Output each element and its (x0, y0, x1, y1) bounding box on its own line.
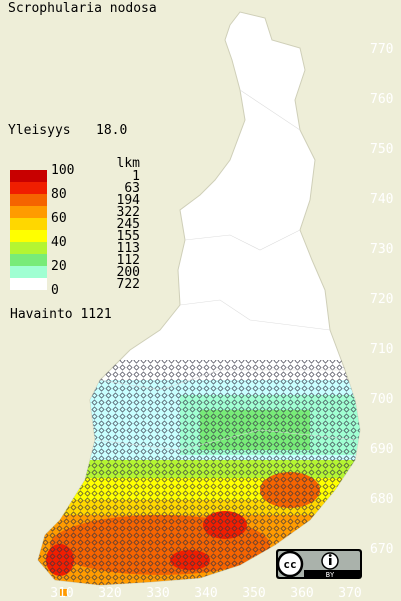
legend-count: 1 (132, 169, 140, 184)
northing-label: 740 (370, 192, 393, 207)
northing-label: 710 (370, 342, 393, 357)
title: Scrophularia nodosa (8, 1, 157, 16)
license-badge[interactable]: cc BY (276, 549, 362, 579)
frequency-value: 18.0 (96, 123, 127, 138)
northing-label: 760 (370, 92, 393, 107)
legend-swatch (10, 182, 47, 194)
legend-count: 194 (117, 193, 141, 208)
legend-scale-label: 80 (51, 187, 67, 202)
easting-label: 370 (338, 586, 361, 601)
easting-label: 340 (194, 586, 217, 601)
legend-count: 155 (117, 229, 140, 244)
legend-count: 322 (117, 205, 140, 220)
legend-swatch (10, 242, 47, 254)
legend-swatch (10, 218, 47, 230)
legend-swatch (10, 266, 47, 278)
legend-count: 63 (124, 181, 140, 196)
count-header: lkm (117, 156, 141, 171)
northing-label: 680 (370, 492, 393, 507)
northing-label: 690 (370, 442, 393, 457)
northing-label: 730 (370, 242, 393, 257)
frequency-label: Yleisyys (8, 123, 71, 138)
observations: Havainto 1121 (10, 307, 112, 322)
easting-label: 310 (50, 586, 73, 601)
legend-swatch (10, 230, 47, 242)
legend-count: 245 (117, 217, 140, 232)
legend-scale-label: 0 (51, 283, 59, 298)
northing-label: 700 (370, 392, 393, 407)
easting-label: 320 (98, 586, 121, 601)
legend-scale-label: 40 (51, 235, 67, 250)
easting-label: 360 (290, 586, 313, 601)
easting-label: 350 (242, 586, 265, 601)
legend-scale-label: 20 (51, 259, 67, 274)
legend-scale-label: 60 (51, 211, 67, 226)
legend-scale-label: 100 (51, 163, 74, 178)
legend-swatch (10, 170, 47, 182)
license-cc: cc (283, 558, 296, 571)
legend-swatch (10, 206, 47, 218)
easting-label: 330 (146, 586, 169, 601)
legend-swatch (10, 194, 47, 206)
finland-map (37, 11, 361, 586)
northing-label: 720 (370, 292, 393, 307)
legend-count: 722 (117, 277, 140, 292)
northing-label: 670 (370, 542, 393, 557)
legend-count: 200 (117, 265, 140, 280)
northing-label: 770 (370, 42, 393, 57)
legend-swatch (10, 278, 47, 290)
coordinate-labels: 770 760 750 740 730 720 710 700 690 680 670 310 320 3… (50, 42, 393, 601)
northing-label: 750 (370, 142, 393, 157)
legend-count: 112 (117, 253, 140, 268)
legend-count: 113 (117, 241, 140, 256)
license-by: BY (326, 571, 335, 579)
marker (60, 589, 67, 596)
legend-swatch (10, 254, 47, 266)
